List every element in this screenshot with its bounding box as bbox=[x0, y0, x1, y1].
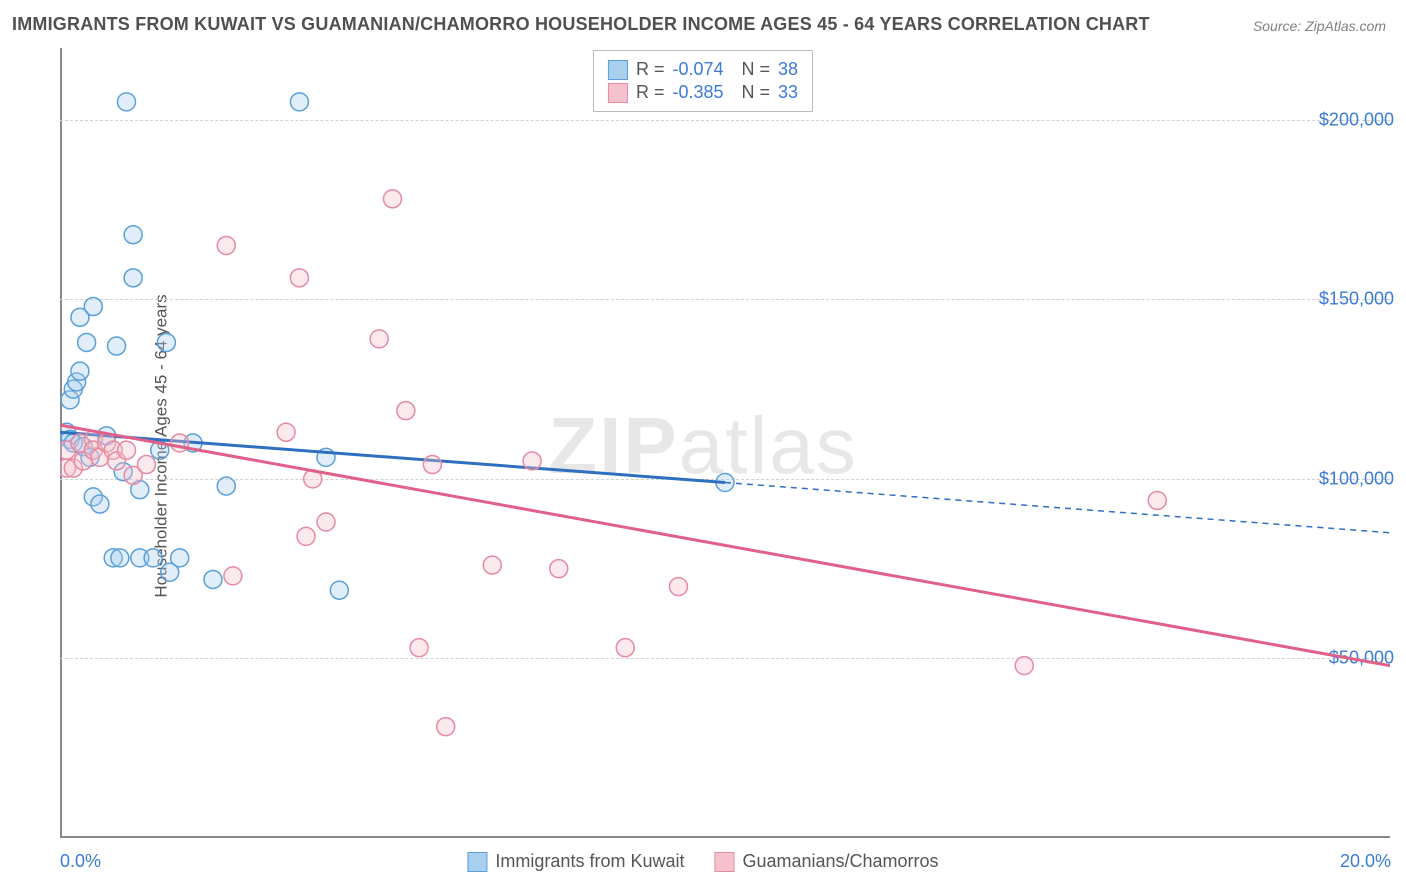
legend-row: R = -0.074 N = 38 bbox=[608, 59, 798, 80]
data-point bbox=[290, 93, 308, 111]
data-point bbox=[124, 226, 142, 244]
data-point bbox=[410, 639, 428, 657]
legend-n-label: N = bbox=[732, 82, 771, 103]
data-point bbox=[108, 337, 126, 355]
legend-r-value: -0.074 bbox=[672, 59, 723, 80]
data-point bbox=[78, 333, 96, 351]
data-point bbox=[330, 581, 348, 599]
legend-entry: Immigrants from Kuwait bbox=[467, 851, 684, 872]
data-point bbox=[523, 452, 541, 470]
legend-n-value: 33 bbox=[778, 82, 798, 103]
data-point bbox=[204, 570, 222, 588]
data-point bbox=[370, 330, 388, 348]
data-point bbox=[550, 560, 568, 578]
correlation-chart: IMMIGRANTS FROM KUWAIT VS GUAMANIAN/CHAM… bbox=[0, 0, 1406, 892]
data-point bbox=[91, 495, 109, 513]
regression-line-dashed bbox=[725, 483, 1390, 533]
legend-label: Immigrants from Kuwait bbox=[495, 851, 684, 872]
data-point bbox=[137, 456, 155, 474]
legend-label: Guamanians/Chamorros bbox=[742, 851, 938, 872]
data-point bbox=[118, 441, 136, 459]
data-point bbox=[71, 362, 89, 380]
data-point bbox=[157, 333, 175, 351]
data-point bbox=[397, 402, 415, 420]
legend-r-value: -0.385 bbox=[672, 82, 723, 103]
data-point bbox=[384, 190, 402, 208]
legend-correlation: R = -0.074 N = 38R = -0.385 N = 33 bbox=[593, 50, 813, 112]
chart-title: IMMIGRANTS FROM KUWAIT VS GUAMANIAN/CHAM… bbox=[12, 14, 1150, 35]
source-attribution: Source: ZipAtlas.com bbox=[1253, 18, 1386, 34]
legend-r-label: R = bbox=[636, 82, 665, 103]
legend-n-label: N = bbox=[732, 59, 771, 80]
data-point bbox=[217, 237, 235, 255]
legend-swatch bbox=[608, 83, 628, 103]
data-point bbox=[224, 567, 242, 585]
data-point bbox=[616, 639, 634, 657]
data-point bbox=[217, 477, 235, 495]
data-point bbox=[118, 93, 136, 111]
data-point bbox=[277, 423, 295, 441]
legend-swatch bbox=[467, 852, 487, 872]
regression-line bbox=[60, 425, 1390, 666]
data-point bbox=[84, 298, 102, 316]
x-tick-label: 20.0% bbox=[1340, 851, 1391, 872]
data-point bbox=[1015, 657, 1033, 675]
data-point bbox=[669, 578, 687, 596]
data-point bbox=[317, 513, 335, 531]
data-point bbox=[144, 549, 162, 567]
data-point bbox=[437, 718, 455, 736]
data-point bbox=[290, 269, 308, 287]
data-point bbox=[423, 456, 441, 474]
data-point bbox=[171, 549, 189, 567]
data-point bbox=[111, 549, 129, 567]
scatter-svg bbox=[60, 48, 1390, 838]
legend-r-label: R = bbox=[636, 59, 665, 80]
legend-entry: Guamanians/Chamorros bbox=[714, 851, 938, 872]
legend-series: Immigrants from Kuwait Guamanians/Chamorr… bbox=[467, 851, 938, 872]
legend-row: R = -0.385 N = 33 bbox=[608, 82, 798, 103]
data-point bbox=[1148, 491, 1166, 509]
legend-swatch bbox=[714, 852, 734, 872]
data-point bbox=[297, 527, 315, 545]
legend-swatch bbox=[608, 60, 628, 80]
x-tick-label: 0.0% bbox=[60, 851, 101, 872]
data-point bbox=[124, 269, 142, 287]
legend-n-value: 38 bbox=[778, 59, 798, 80]
data-point bbox=[483, 556, 501, 574]
